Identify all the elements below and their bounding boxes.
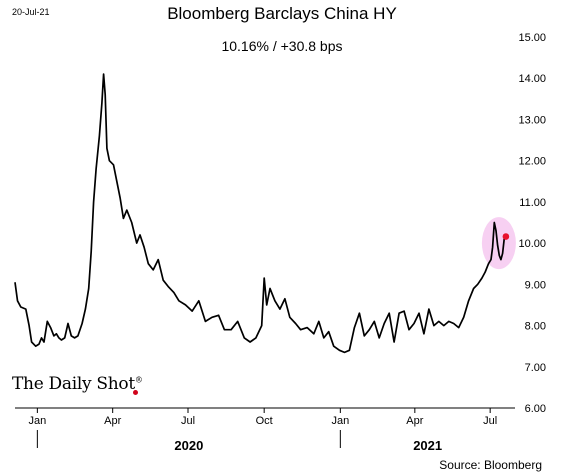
chart-title: Bloomberg Barclays China HY <box>167 4 397 23</box>
series-line-0 <box>14 73 507 354</box>
y-tick-label-9: 15.00 <box>518 32 546 44</box>
daily-shot-logo: The Daily Shot® <box>12 374 143 394</box>
x-tick-label-5: Apr <box>406 415 423 427</box>
y-tick-label-5: 11.00 <box>519 197 546 209</box>
logo-red-dot-icon <box>133 390 138 395</box>
logo-text: The Daily Shot <box>12 374 135 394</box>
y-tick-label-4: 10.00 <box>518 238 546 250</box>
y-tick-label-1: 7.00 <box>525 362 546 374</box>
logo-registered-mark: ® <box>134 375 143 385</box>
year-label-2020: 2020 <box>174 438 203 453</box>
y-tick-label-8: 14.00 <box>518 73 546 85</box>
date-stamp: 20-Jul-21 <box>12 7 50 17</box>
chart-subtitle: 10.16% / +30.8 bps <box>221 38 343 54</box>
highlight-glow <box>481 217 516 270</box>
y-tick-label-2: 8.00 <box>525 321 546 333</box>
x-tick-label-0: Jan <box>28 415 46 427</box>
x-tick-label-4: Jan <box>331 415 349 427</box>
source-note: Source: Bloomberg <box>439 458 542 472</box>
y-tick-label-0: 6.00 <box>525 403 546 415</box>
year-label-2021: 2021 <box>413 438 442 453</box>
x-tick-label-6: Jul <box>483 415 497 427</box>
x-tick-label-3: Oct <box>256 415 273 427</box>
latest-point-marker <box>502 233 510 240</box>
y-tick-label-7: 13.00 <box>518 114 546 126</box>
y-tick-label-3: 9.00 <box>525 279 546 291</box>
x-tick-label-2: Jul <box>181 415 195 427</box>
x-tick-label-1: Apr <box>104 415 121 427</box>
y-tick-label-6: 12.00 <box>518 156 546 168</box>
